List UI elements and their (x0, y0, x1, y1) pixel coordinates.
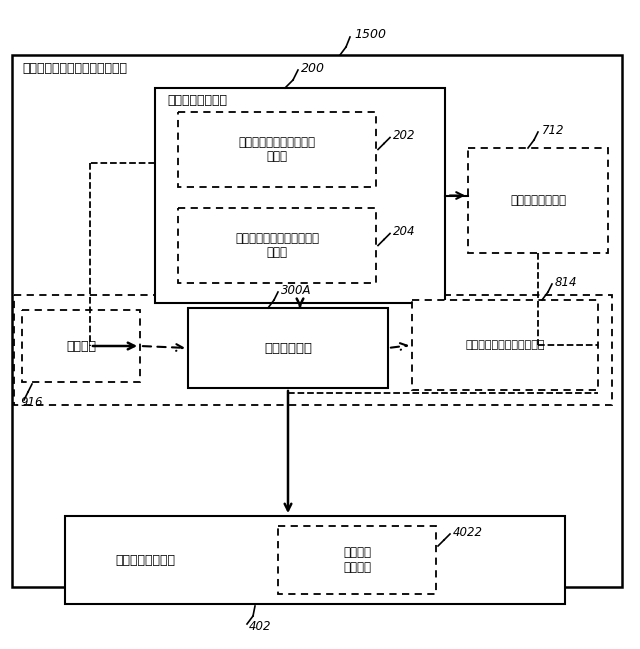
Text: 402: 402 (249, 620, 271, 633)
Bar (65, 516, 565, 604)
Text: パラメータ平滑化ユニット: パラメータ平滑化ユニット (465, 340, 545, 350)
Text: 814: 814 (555, 275, 577, 289)
Text: 型平滑化ユニット: 型平滑化ユニット (510, 194, 566, 207)
Text: オーディオ・コンテキスト
分類器: オーディオ・コンテキスト 分類器 (235, 232, 319, 260)
Bar (412, 300, 598, 390)
Text: 200: 200 (301, 62, 325, 75)
Bar (188, 308, 388, 388)
Bar (155, 88, 445, 303)
Bar (468, 148, 608, 253)
Bar (14, 295, 612, 405)
Text: 4022: 4022 (453, 526, 483, 539)
Text: オーディオ分類器: オーディオ分類器 (167, 93, 227, 106)
Text: オーディオ・コンテンツ
分類器: オーディオ・コンテンツ 分類器 (239, 136, 316, 164)
Text: 最小追跡
ユニット: 最小追跡 ユニット (343, 546, 371, 574)
Text: 916: 916 (20, 395, 42, 408)
Text: 712: 712 (542, 123, 564, 136)
Text: 204: 204 (393, 225, 415, 238)
Bar (12, 55, 622, 587)
Text: 調整ユニット: 調整ユニット (264, 341, 312, 354)
Text: ダイアログ向上器コントローラ: ダイアログ向上器コントローラ (22, 62, 127, 75)
Bar (22, 310, 140, 382)
Bar (178, 208, 376, 283)
Text: 300A: 300A (281, 284, 312, 297)
Text: 202: 202 (393, 129, 415, 142)
Text: 1500: 1500 (354, 29, 386, 42)
Bar (278, 526, 436, 594)
Text: タイマー: タイマー (66, 339, 96, 352)
Text: ダイアログ向上器: ダイアログ向上器 (115, 554, 175, 567)
Bar (178, 112, 376, 187)
